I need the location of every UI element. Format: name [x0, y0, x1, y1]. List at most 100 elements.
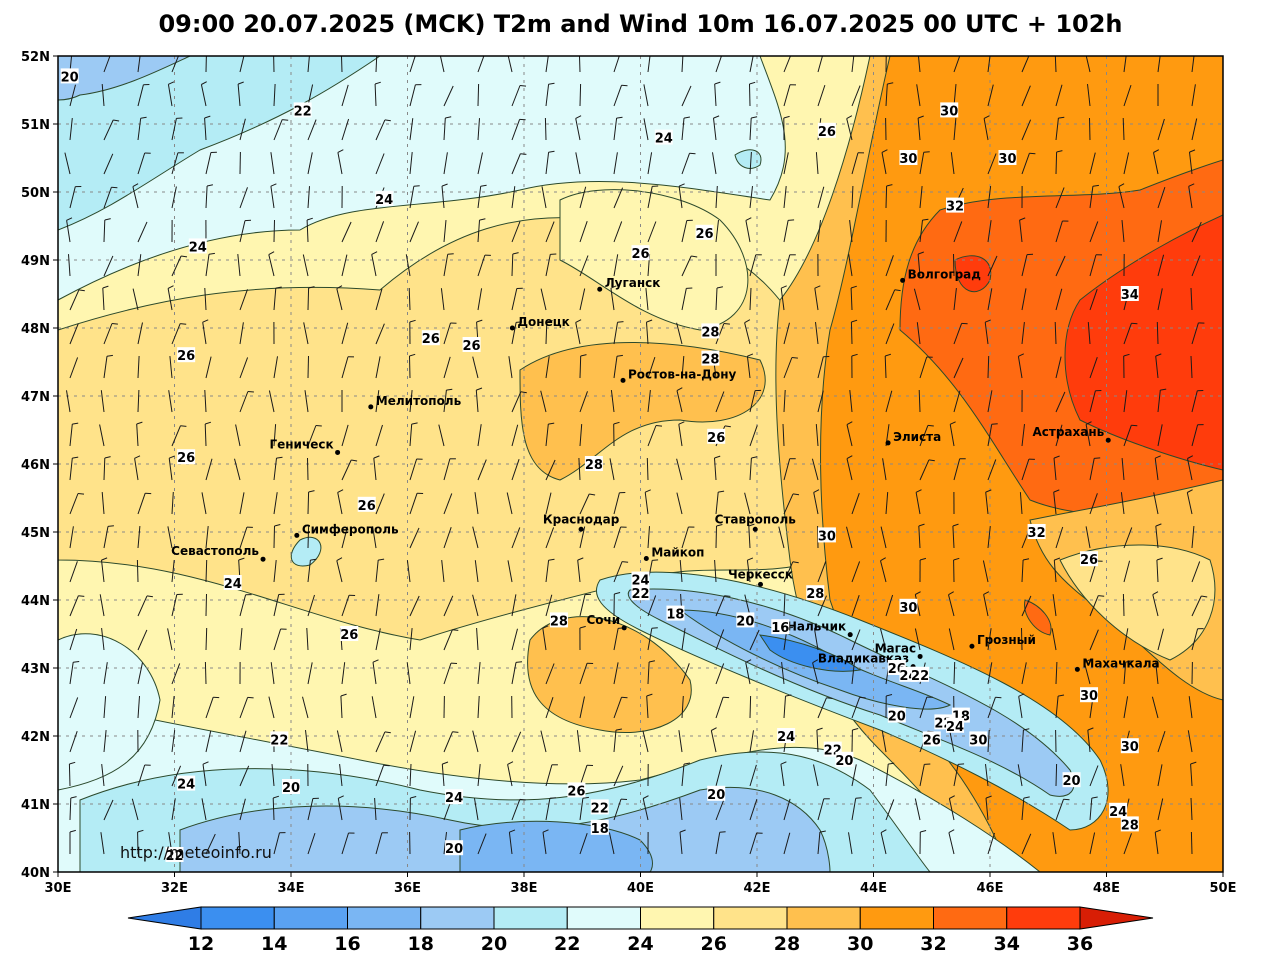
wind-barb: [749, 425, 758, 447]
wind-barb-flag: [949, 795, 955, 799]
wind-barb-flag: [336, 557, 343, 562]
wind-barb: [66, 390, 71, 413]
wind-barb: [1120, 764, 1125, 787]
wind-barb-flag: [894, 289, 901, 292]
wind-barb: [715, 832, 721, 855]
colorbar-segment: [420, 906, 495, 930]
wind-barb: [511, 527, 521, 549]
wind-barb: [511, 594, 517, 617]
wind-barb-flag: [792, 561, 799, 564]
wind-barb-flag: [676, 387, 683, 392]
wind-barb: [613, 254, 619, 277]
isotherm-label: 24: [655, 132, 673, 147]
wind-barb: [613, 730, 617, 753]
wind-barb: [472, 526, 479, 549]
wind-barb: [405, 254, 411, 277]
wind-barb: [167, 628, 173, 651]
wind-barb: [171, 491, 174, 515]
isotherm-label: 30: [899, 601, 917, 616]
wind-barb-flag: [340, 693, 347, 697]
isotherm-label-bg: [899, 598, 918, 614]
city-dot: [917, 653, 923, 659]
wind-barb: [239, 357, 249, 379]
colorbar-label: 18: [408, 933, 434, 955]
wind-barb: [137, 152, 146, 175]
wind-barb: [710, 730, 717, 753]
wind-barb: [913, 288, 921, 311]
wind-barb-flag: [1187, 489, 1193, 493]
wind-barb-flag: [549, 50, 555, 51]
wind-barb: [103, 799, 114, 821]
wind-barb: [477, 83, 480, 107]
wind-barb-flag: [411, 422, 418, 425]
wind-barb: [409, 763, 412, 787]
wind-barb: [69, 186, 76, 209]
wind-barb-flag: [918, 48, 924, 50]
wind-barb: [477, 424, 482, 447]
wind-barb-flag: [507, 761, 514, 765]
wind-barb: [69, 526, 74, 549]
wind-barb: [205, 356, 212, 379]
wind-barb: [239, 730, 247, 753]
wind-barb: [917, 118, 921, 141]
wind-barb-flag: [927, 424, 934, 427]
wind-barb: [307, 594, 315, 617]
wind-barb: [1157, 390, 1161, 413]
isotherm-label-bg: [922, 731, 941, 747]
wind-barb-flag: [1187, 455, 1194, 459]
wind-barb: [1123, 152, 1130, 175]
wind-barb: [681, 220, 688, 243]
wind-barb: [474, 492, 479, 515]
wind-barb-flag: [308, 490, 315, 493]
wind-barb: [1055, 118, 1059, 141]
zone-patch: [734, 149, 762, 169]
isotherm-label-bg: [188, 238, 207, 254]
wind-barb: [171, 152, 179, 175]
wind-barb: [987, 526, 991, 549]
wind-barb: [1055, 799, 1064, 821]
city-label: Ростов-на-Дону: [628, 367, 737, 381]
wind-barb: [1055, 424, 1063, 447]
city-dot: [335, 449, 341, 455]
wind-barb: [137, 56, 141, 73]
wind-barb: [507, 560, 513, 583]
wind-barb: [511, 391, 522, 413]
wind-barb: [1123, 323, 1132, 345]
wind-barb: [540, 390, 547, 413]
wind-barb: [511, 628, 518, 651]
wind-barb-flag: [1084, 659, 1090, 664]
wind-barb-flag: [751, 456, 758, 459]
wind-barb: [681, 255, 692, 277]
isotherm-label-bg: [701, 323, 720, 339]
wind-barb: [647, 186, 653, 209]
wind-barb: [171, 765, 182, 787]
wind-barb-flag: [846, 115, 853, 120]
city-label: Волгоград: [908, 267, 982, 281]
wind-barb-flag: [985, 489, 992, 493]
wind-barb: [443, 117, 446, 141]
wind-barb: [441, 764, 445, 787]
wind-barb: [545, 663, 555, 685]
wind-barb: [268, 696, 275, 719]
wind-barb: [511, 85, 521, 107]
colorbar-segment: [493, 906, 568, 930]
wind-barb: [474, 560, 479, 583]
credit-text: http://meteoinfo.ru: [120, 843, 272, 862]
wind-barb: [204, 423, 207, 447]
wind-barb: [679, 798, 683, 821]
wind-barb-flag: [1188, 183, 1195, 187]
wind-barb: [1123, 84, 1132, 107]
wind-barb: [1089, 493, 1098, 515]
wind-barb: [307, 457, 309, 481]
wind-barb-flag: [814, 625, 821, 629]
wind-barb-flag: [137, 829, 144, 833]
city-label: Сочи: [586, 613, 620, 627]
wind-barb: [101, 560, 105, 583]
wind-barb: [134, 458, 139, 481]
city-dot: [1074, 666, 1080, 672]
isotherm-label-bg: [1027, 524, 1046, 539]
wind-barb: [171, 730, 176, 753]
wind-barb: [919, 425, 929, 447]
wind-barb: [813, 764, 819, 787]
isotherm-label-bg: [1080, 687, 1099, 703]
